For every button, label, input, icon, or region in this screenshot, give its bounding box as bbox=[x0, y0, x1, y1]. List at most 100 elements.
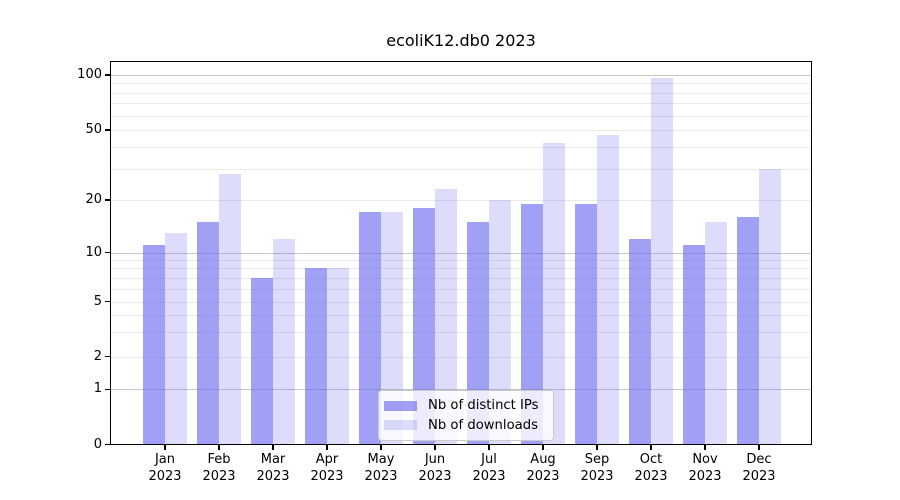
x-tick-label-dec: Dec 2023 bbox=[727, 451, 791, 485]
gridline-minor-90 bbox=[110, 83, 812, 85]
bar-distinct-ips-may bbox=[359, 212, 381, 445]
x-tick-year-jul: 2023 bbox=[472, 469, 506, 484]
x-tick-label-sep: Sep 2023 bbox=[565, 451, 629, 485]
bar-distinct-ips-mar bbox=[251, 277, 273, 445]
gridline-major-10 bbox=[110, 252, 812, 254]
x-tick-jan bbox=[164, 445, 166, 450]
bar-distinct-ips-apr bbox=[305, 268, 327, 445]
gridline-minor-4 bbox=[110, 315, 812, 317]
bar-distinct-ips-dec bbox=[737, 216, 759, 445]
x-tick-year-mar: 2023 bbox=[256, 469, 290, 484]
gridline-major-100 bbox=[110, 75, 812, 76]
gridline-minor-50 bbox=[110, 130, 812, 131]
legend-swatch-distinct-ips bbox=[384, 400, 417, 411]
x-tick-year-dec: 2023 bbox=[742, 469, 776, 484]
x-tick-nov bbox=[704, 445, 706, 450]
bar-distinct-ips-jul bbox=[467, 221, 489, 445]
x-tick-month-jun: Jun bbox=[424, 452, 446, 467]
y-tick-label-100: 100 bbox=[77, 67, 102, 82]
bar-downloads-jun bbox=[435, 189, 457, 445]
y-tick-20 bbox=[105, 199, 110, 201]
gridline-minor-7 bbox=[110, 277, 812, 279]
x-tick-label-aug: Aug 2023 bbox=[511, 451, 575, 485]
bar-downloads-sep bbox=[597, 134, 619, 445]
gridline-major-1 bbox=[110, 389, 812, 391]
x-tick-month-nov: Nov bbox=[692, 452, 718, 467]
gridline-minor-20 bbox=[110, 200, 812, 201]
x-tick-label-jun: Jun 2023 bbox=[403, 451, 467, 485]
x-tick-label-may: May 2023 bbox=[349, 451, 413, 485]
x-tick-month-jul: Jul bbox=[481, 452, 497, 467]
x-tick-aug bbox=[542, 445, 544, 450]
bar-distinct-ips-aug bbox=[521, 203, 543, 445]
x-tick-year-aug: 2023 bbox=[526, 469, 560, 484]
x-tick-label-jan: Jan 2023 bbox=[133, 451, 197, 485]
y-tick-label-5: 5 bbox=[93, 293, 102, 309]
legend-swatch-downloads bbox=[384, 420, 417, 431]
x-tick-month-aug: Aug bbox=[530, 452, 556, 467]
y-tick-label-2: 2 bbox=[93, 348, 102, 364]
legend: Nb of distinct IPs Nb of downloads bbox=[378, 390, 554, 441]
bar-downloads-aug bbox=[543, 143, 565, 445]
x-tick-label-jul: Jul 2023 bbox=[457, 451, 521, 485]
x-tick-year-jun: 2023 bbox=[418, 469, 452, 484]
y-tick-5 bbox=[105, 301, 110, 303]
x-tick-jun bbox=[434, 445, 436, 450]
bar-distinct-ips-oct bbox=[629, 238, 651, 445]
x-tick-mar bbox=[272, 445, 274, 450]
x-tick-oct bbox=[650, 445, 652, 450]
x-tick-year-nov: 2023 bbox=[688, 469, 722, 484]
bar-downloads-feb bbox=[219, 174, 241, 445]
bar-distinct-ips-jan bbox=[143, 245, 165, 445]
x-tick-month-jan: Jan bbox=[154, 452, 176, 467]
x-tick-month-dec: Dec bbox=[746, 452, 772, 467]
x-tick-year-jan: 2023 bbox=[148, 469, 182, 484]
x-tick-label-mar: Mar 2023 bbox=[241, 451, 305, 485]
gridline-minor-2 bbox=[110, 356, 812, 358]
bar-downloads-jul bbox=[489, 200, 511, 445]
y-tick-label-1: 1 bbox=[93, 381, 102, 397]
gridline-minor-80 bbox=[110, 92, 812, 94]
gridline-minor-60 bbox=[110, 115, 812, 117]
x-tick-month-feb: Feb bbox=[207, 452, 231, 467]
x-tick-dec bbox=[758, 445, 760, 450]
gridline-minor-6 bbox=[110, 288, 812, 290]
gridline-minor-30 bbox=[110, 169, 812, 171]
y-tick-label-0: 0 bbox=[93, 436, 102, 452]
bar-downloads-apr bbox=[327, 268, 349, 445]
y-tick-label-10: 10 bbox=[85, 244, 102, 260]
x-tick-year-oct: 2023 bbox=[634, 469, 668, 484]
x-tick-month-may: May bbox=[367, 452, 395, 467]
legend-label-downloads: Nb of downloads bbox=[428, 417, 538, 433]
y-tick-label-20: 20 bbox=[85, 192, 102, 207]
x-tick-label-nov: Nov 2023 bbox=[673, 451, 737, 485]
y-tick-10 bbox=[105, 252, 110, 254]
y-tick-label-50: 50 bbox=[85, 122, 102, 137]
y-tick-50 bbox=[105, 129, 110, 131]
y-tick-100 bbox=[105, 74, 110, 76]
bar-downloads-dec bbox=[759, 169, 781, 445]
bar-downloads-may bbox=[381, 212, 403, 445]
x-tick-year-may: 2023 bbox=[364, 469, 398, 484]
bar-downloads-jan bbox=[165, 232, 187, 445]
plot-area bbox=[110, 61, 812, 445]
gridline-minor-8 bbox=[110, 268, 812, 270]
y-tick-0 bbox=[105, 443, 110, 446]
x-tick-month-oct: Oct bbox=[639, 452, 663, 467]
bar-distinct-ips-jun bbox=[413, 208, 435, 445]
chart-title: ecoliK12.db0 2023 bbox=[386, 31, 536, 50]
x-tick-jul bbox=[488, 445, 490, 450]
bar-downloads-nov bbox=[705, 221, 727, 445]
legend-item-downloads: Nb of downloads bbox=[384, 418, 545, 433]
gridline-minor-70 bbox=[110, 103, 812, 105]
legend-item-distinct-ips: Nb of distinct IPs bbox=[384, 398, 545, 413]
bar-downloads-mar bbox=[273, 238, 295, 445]
gridline-minor-40 bbox=[110, 147, 812, 149]
y-tick-1 bbox=[105, 388, 110, 390]
gridline-minor-5 bbox=[110, 301, 812, 303]
x-tick-month-apr: Apr bbox=[315, 452, 339, 467]
x-tick-label-oct: Oct 2023 bbox=[619, 451, 683, 485]
x-tick-may bbox=[380, 445, 382, 450]
x-tick-year-feb: 2023 bbox=[202, 469, 236, 484]
